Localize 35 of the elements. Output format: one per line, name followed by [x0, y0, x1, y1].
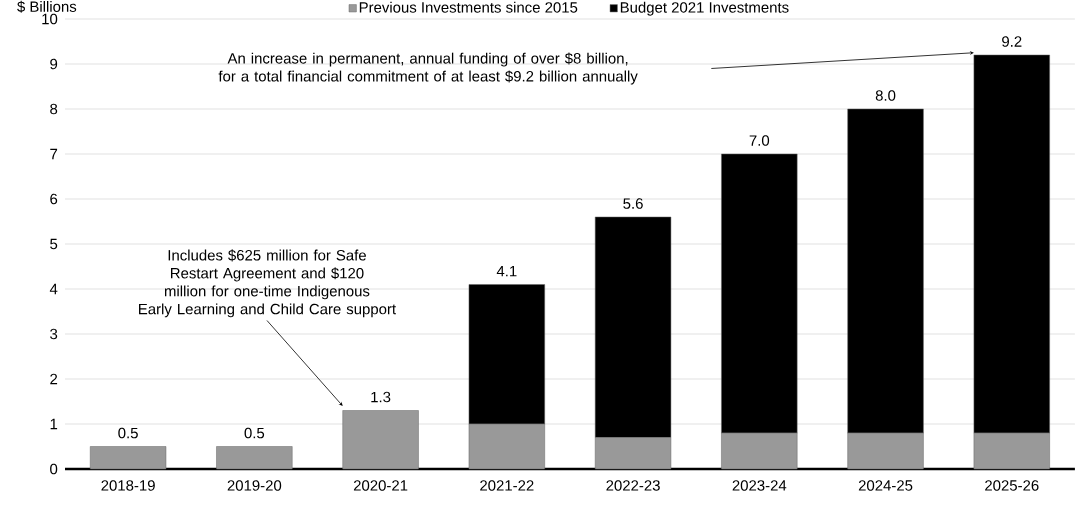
total-label: 1.3 [371, 391, 391, 403]
y-tick-label: 10 [42, 13, 58, 25]
y-tick-label: 7 [50, 148, 58, 160]
y-tick-label: 6 [50, 193, 58, 205]
x-tick-label: 2019-20 [227, 480, 282, 491]
total-label: 7.0 [749, 135, 770, 146]
total-label: 5.6 [623, 198, 643, 209]
x-tick-label: 2020-21 [353, 480, 408, 491]
x-tick-label: 2023-24 [732, 480, 787, 491]
y-tick-label: 0 [50, 463, 58, 475]
x-tick-label: 2025-26 [985, 480, 1039, 491]
y-tick-label: 3 [50, 328, 58, 340]
y-tick-label: 5 [50, 238, 58, 250]
y-tick-label: 8 [50, 103, 58, 115]
x-tick-label: 2021-22 [480, 480, 534, 491]
total-label: 4.1 [496, 266, 517, 277]
legend-label: Previous Investments since 2015 [359, 1, 578, 13]
total-label: 0.5 [244, 427, 265, 439]
bar [342, 410, 419, 470]
bar [90, 446, 167, 470]
bar [216, 446, 293, 470]
legend-label: Budget 2021 Investments [620, 1, 789, 16]
annotation: Includes $625 million for Safe Restart Agreement and $120 million for one-time Indigenous Early Learning and Child Care support [139, 249, 396, 318]
x-tick-label: 2018-19 [101, 480, 155, 491]
total-label: 9.2 [1002, 36, 1022, 47]
y-axis-title: $ Billions [17, 0, 77, 13]
x-tick-label: 2024-25 [858, 480, 913, 491]
total-label: 8.0 [875, 90, 896, 101]
annotation: An increase in permanent, annual funding of over $8 billion, for a total financial commitment of at least $9.2 billion annually [218, 52, 638, 85]
x-tick-label: 2022-23 [606, 480, 660, 491]
y-tick-label: 4 [49, 283, 58, 295]
total-label: 0.5 [118, 427, 138, 439]
y-tick-label: 9 [50, 58, 58, 70]
y-tick-label: 1 [50, 418, 58, 430]
y-tick-label: 2 [50, 373, 58, 385]
